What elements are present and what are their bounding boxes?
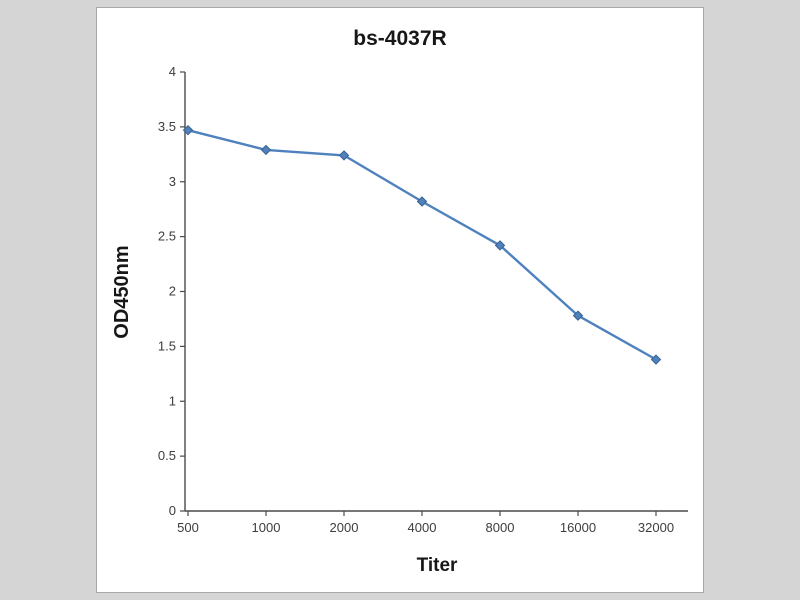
x-tick-label: 4000 bbox=[408, 520, 437, 535]
data-point-marker bbox=[416, 196, 428, 207]
y-tick-label: 2 bbox=[169, 284, 176, 299]
y-tick-label: 0.5 bbox=[158, 448, 176, 463]
data-point-marker bbox=[338, 150, 350, 161]
y-tick-label: 4 bbox=[169, 64, 176, 79]
data-point-marker bbox=[572, 310, 584, 321]
y-tick-label: 2.5 bbox=[158, 229, 176, 244]
y-axis-title: OD450nm bbox=[111, 245, 133, 338]
y-tick-label: 1 bbox=[169, 393, 176, 408]
x-tick-label: 2000 bbox=[330, 520, 359, 535]
y-tick-label: 3.5 bbox=[158, 119, 176, 134]
x-tick-label: 500 bbox=[177, 520, 199, 535]
x-tick-label: 32000 bbox=[638, 520, 674, 535]
y-tick-label: 1.5 bbox=[158, 338, 176, 353]
chart-title: bs-4037R bbox=[353, 27, 446, 50]
x-axis-title: Titer bbox=[417, 555, 458, 576]
chart-panel: 4 3.5 3 2.5 2 1.5 1 0.5 0 500 1000 2000 4000 8000 1600… bbox=[96, 7, 704, 593]
x-tick-label: 8000 bbox=[486, 520, 515, 535]
data-point-marker bbox=[182, 124, 194, 136]
x-tick-label: 1000 bbox=[252, 520, 281, 535]
data-point-marker bbox=[260, 144, 272, 156]
y-tick-label: 3 bbox=[169, 174, 176, 189]
data-point-marker bbox=[650, 354, 662, 365]
x-tick-label: 16000 bbox=[560, 520, 596, 535]
series-line bbox=[186, 128, 658, 361]
y-tick-label: 0 bbox=[169, 503, 176, 518]
data-point-marker bbox=[494, 240, 506, 251]
